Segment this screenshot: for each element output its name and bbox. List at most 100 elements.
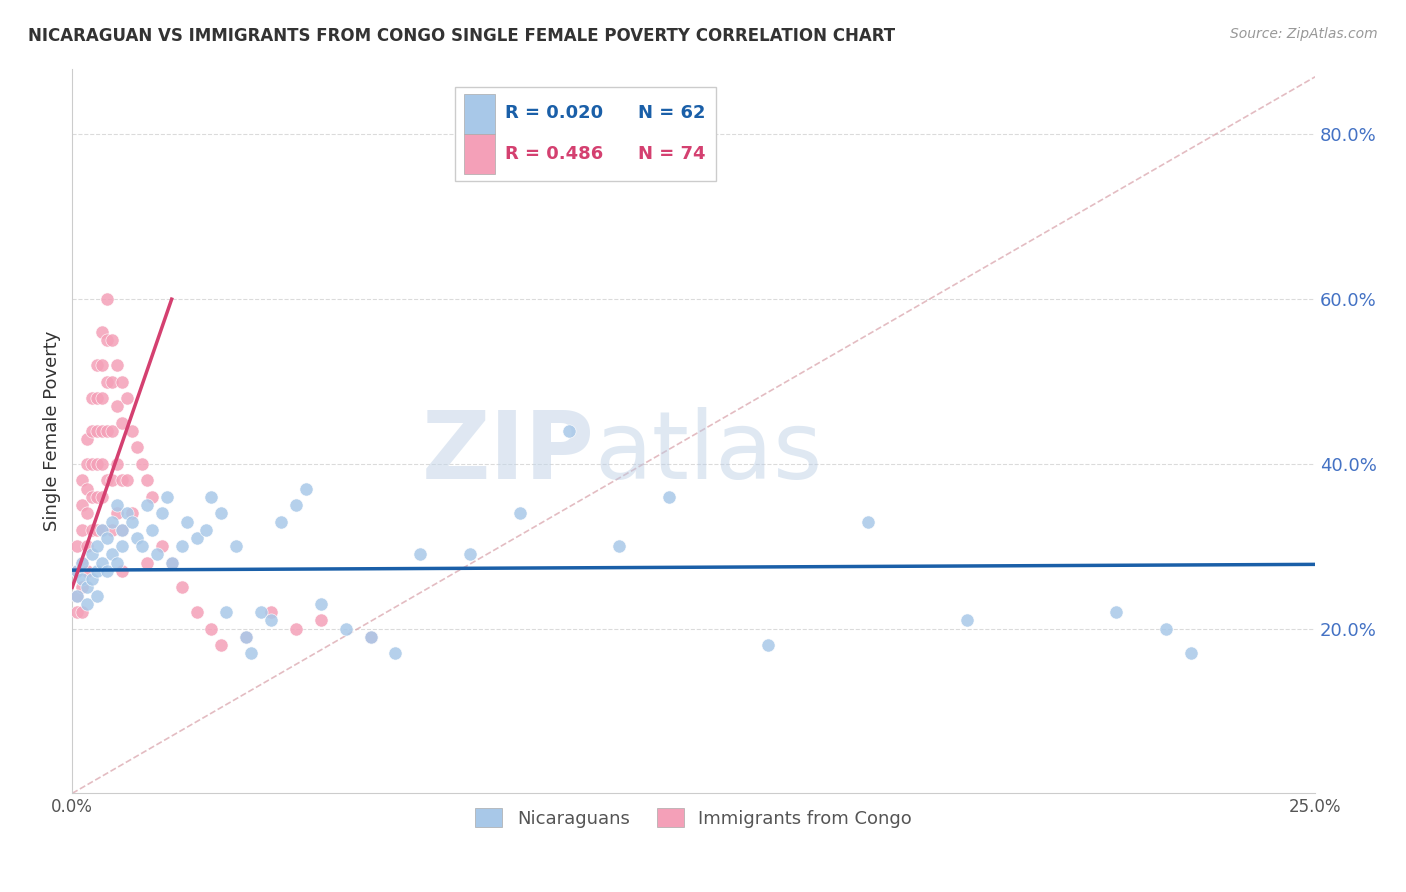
Point: [111, 539, 134, 553]
Point: [200, 490, 222, 504]
Point: [215, 605, 238, 619]
Point: [1180, 646, 1202, 660]
Point: [200, 622, 222, 636]
Point: [260, 605, 283, 619]
Point: [76, 597, 98, 611]
Point: [125, 531, 148, 545]
Point: [209, 638, 232, 652]
Point: [111, 564, 134, 578]
Point: [86, 391, 108, 405]
Y-axis label: Single Female Poverty: Single Female Poverty: [44, 331, 60, 531]
Point: [240, 646, 263, 660]
Point: [66, 589, 89, 603]
Point: [101, 548, 124, 562]
Point: [131, 539, 153, 553]
Point: [360, 630, 382, 644]
Point: [335, 622, 357, 636]
Point: [82, 548, 104, 562]
Point: [309, 613, 332, 627]
Point: [82, 457, 104, 471]
Text: R = 0.020: R = 0.020: [505, 104, 603, 122]
Point: [76, 581, 98, 595]
Point: [70, 581, 93, 595]
Point: [101, 515, 124, 529]
Point: [160, 556, 183, 570]
Point: [141, 523, 163, 537]
Point: [458, 111, 481, 125]
Point: [101, 424, 124, 438]
Point: [91, 358, 114, 372]
Point: [86, 457, 108, 471]
Point: [111, 523, 134, 537]
Point: [91, 424, 114, 438]
Point: [86, 424, 108, 438]
Point: [309, 597, 332, 611]
Point: [195, 523, 218, 537]
Point: [856, 515, 879, 529]
Point: [82, 572, 104, 586]
Point: [86, 523, 108, 537]
Point: [160, 556, 183, 570]
Point: [96, 531, 118, 545]
Point: [111, 375, 134, 389]
Point: [91, 325, 114, 339]
Point: [91, 556, 114, 570]
Point: [125, 441, 148, 455]
Point: [121, 424, 143, 438]
Point: [1105, 605, 1128, 619]
Point: [86, 589, 108, 603]
Point: [235, 630, 257, 644]
Point: [105, 498, 128, 512]
Point: [105, 556, 128, 570]
Point: [91, 523, 114, 537]
Point: [135, 556, 157, 570]
Text: N = 74: N = 74: [638, 145, 706, 163]
Point: [1154, 622, 1177, 636]
Point: [105, 457, 128, 471]
Text: R = 0.486: R = 0.486: [505, 145, 603, 163]
Point: [756, 638, 779, 652]
Point: [76, 432, 98, 446]
Point: [170, 581, 193, 595]
Point: [225, 539, 247, 553]
Text: Source: ZipAtlas.com: Source: ZipAtlas.com: [1230, 27, 1378, 41]
Point: [115, 474, 138, 488]
Point: [111, 523, 134, 537]
Point: [91, 523, 114, 537]
Text: atlas: atlas: [595, 407, 823, 499]
Point: [76, 564, 98, 578]
FancyBboxPatch shape: [464, 94, 495, 134]
Point: [76, 482, 98, 496]
Point: [101, 474, 124, 488]
Point: [76, 457, 98, 471]
Point: [270, 515, 292, 529]
Point: [70, 572, 93, 586]
Point: [105, 358, 128, 372]
Point: [509, 506, 531, 520]
Point: [135, 498, 157, 512]
Point: [66, 605, 89, 619]
Point: [82, 424, 104, 438]
Point: [91, 391, 114, 405]
Point: [70, 523, 93, 537]
Point: [86, 490, 108, 504]
Point: [96, 424, 118, 438]
Point: [76, 539, 98, 553]
Point: [66, 564, 89, 578]
Point: [70, 556, 93, 570]
Point: [156, 490, 179, 504]
Point: [101, 375, 124, 389]
Point: [250, 605, 273, 619]
FancyBboxPatch shape: [464, 134, 495, 174]
Point: [458, 548, 481, 562]
Text: ZIP: ZIP: [422, 407, 595, 499]
Point: [70, 556, 93, 570]
Point: [101, 334, 124, 348]
Point: [66, 539, 89, 553]
Point: [66, 589, 89, 603]
Point: [91, 490, 114, 504]
Point: [82, 490, 104, 504]
Point: [176, 515, 198, 529]
Point: [186, 605, 208, 619]
Text: N = 62: N = 62: [638, 104, 706, 122]
